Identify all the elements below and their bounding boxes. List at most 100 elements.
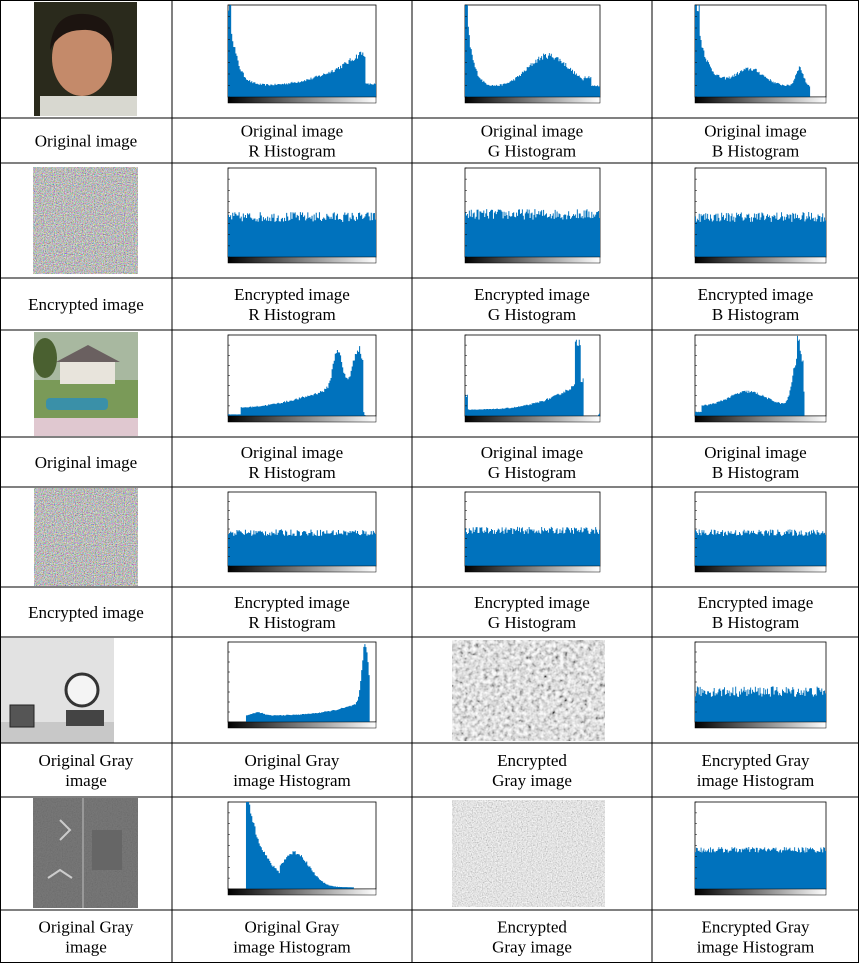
histogram-bars — [228, 212, 376, 257]
histogram — [228, 335, 376, 422]
color-bar — [228, 416, 376, 422]
histogram — [465, 335, 600, 422]
histogram-bars — [695, 529, 826, 566]
photo-tree — [33, 338, 57, 378]
histogram — [465, 5, 600, 103]
caption-line: B Histogram — [712, 142, 799, 161]
color-bar — [228, 889, 376, 895]
caption-line: G Histogram — [488, 305, 576, 324]
histogram-bars — [695, 847, 826, 889]
caption-line: Encrypted Gray — [701, 918, 810, 937]
caption-line: R Histogram — [248, 463, 335, 482]
encrypted-gray-image — [452, 640, 605, 741]
encrypted-gray-image — [452, 800, 605, 907]
color-bar — [695, 257, 826, 263]
color-bar — [228, 257, 376, 263]
color-bar — [228, 97, 376, 103]
caption-line: Original image — [481, 443, 583, 462]
caption-line: image — [65, 938, 107, 957]
caption-line: Original image — [35, 453, 137, 472]
encrypted-image — [33, 167, 138, 274]
photo-child — [34, 2, 137, 116]
caption-line: Original Gray — [245, 918, 340, 937]
caption-line: Encrypted image — [474, 285, 590, 304]
caption-line: Original image — [241, 443, 343, 462]
caption-line: Original image — [704, 122, 806, 141]
photo-frame-obj — [10, 705, 34, 727]
caption-line: Encrypted image — [28, 603, 144, 622]
photo-car — [46, 398, 108, 410]
caption-line: image Histogram — [697, 771, 815, 790]
histogram-bars — [465, 209, 600, 257]
caption-line: Encrypted — [497, 751, 567, 770]
color-bar — [695, 416, 826, 422]
caption-line: Encrypted image — [234, 593, 350, 612]
caption-line: Original image — [704, 443, 806, 462]
image-table: Original imageOriginal imageR HistogramO… — [0, 0, 859, 963]
photo-aerial — [33, 798, 138, 908]
histogram — [228, 492, 376, 572]
histogram — [695, 168, 826, 263]
caption-line: Gray image — [492, 938, 572, 957]
photo-clock-base — [66, 710, 104, 726]
caption-line: G Histogram — [488, 142, 576, 161]
caption-line: Original Gray — [39, 751, 134, 770]
color-bar — [695, 97, 826, 103]
caption-line: Encrypted image — [28, 295, 144, 314]
caption-line: R Histogram — [248, 305, 335, 324]
histogram — [695, 802, 826, 895]
photo-shirt — [40, 96, 137, 116]
caption-line: Encrypted — [497, 918, 567, 937]
histogram — [695, 492, 826, 572]
caption-line: B Histogram — [712, 613, 799, 632]
caption-line: image Histogram — [233, 938, 351, 957]
page: {"captions": [ [["Original image"], ["Or… — [0, 0, 859, 963]
color-bar — [228, 566, 376, 572]
caption-line: Original Gray — [245, 751, 340, 770]
color-bar — [695, 722, 826, 728]
caption-line: Encrypted image — [474, 593, 590, 612]
histogram-bars — [465, 527, 600, 566]
histogram-bars — [695, 686, 826, 722]
caption-line: G Histogram — [488, 613, 576, 632]
photo-house — [33, 332, 138, 436]
caption-line: image — [65, 771, 107, 790]
caption-line: B Histogram — [712, 305, 799, 324]
histogram — [228, 5, 376, 103]
photo-clock-face — [66, 674, 98, 706]
histogram — [695, 5, 826, 103]
caption-line: B Histogram — [712, 463, 799, 482]
caption-line: image Histogram — [233, 771, 351, 790]
caption-line: R Histogram — [248, 613, 335, 632]
photo-dark — [33, 798, 138, 908]
histogram-bars — [228, 529, 376, 566]
caption-line: Original image — [35, 132, 137, 151]
color-bar — [228, 722, 376, 728]
caption-line: G Histogram — [488, 463, 576, 482]
color-bar — [465, 416, 600, 422]
color-bar — [695, 566, 826, 572]
histogram — [465, 492, 600, 572]
caption-line: Original image — [481, 122, 583, 141]
caption-line: Encrypted Gray — [701, 751, 810, 770]
caption-line: Original Gray — [39, 918, 134, 937]
color-bar — [465, 257, 600, 263]
color-bar — [695, 889, 826, 895]
histogram-bars — [695, 212, 826, 257]
photo-house-wall — [60, 360, 115, 384]
histogram — [695, 335, 826, 422]
color-bar — [465, 566, 600, 572]
photo-block — [92, 830, 122, 870]
caption-line: Original image — [241, 122, 343, 141]
caption-line: image Histogram — [697, 938, 815, 957]
color-bar — [465, 97, 600, 103]
caption-line: Encrypted image — [234, 285, 350, 304]
histogram — [695, 642, 826, 728]
photo-clock — [1, 638, 114, 743]
photo-ground — [34, 418, 138, 436]
histogram — [228, 168, 376, 263]
caption-line: Gray image — [492, 771, 572, 790]
histogram — [465, 168, 600, 263]
encrypted-image — [34, 488, 138, 586]
caption-line: Encrypted image — [698, 285, 814, 304]
